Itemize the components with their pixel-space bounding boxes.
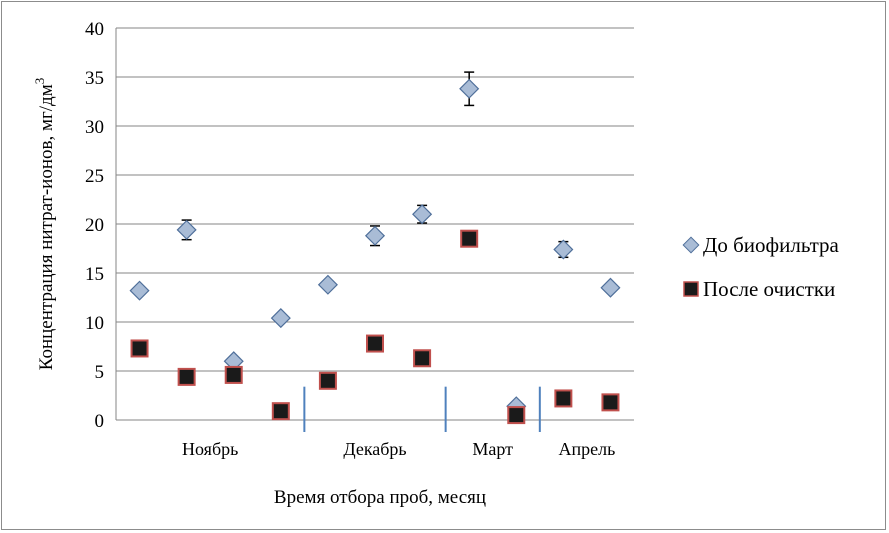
point-after-treatment (318, 371, 337, 390)
month-label: Апрель (559, 439, 616, 459)
y-tick-label: 35 (85, 68, 104, 89)
point-before-biofilter (412, 204, 433, 225)
month-label: Ноябрь (182, 439, 238, 459)
month-labels: Ноябрь Декабрь Март Апрель (182, 439, 615, 459)
series-before-biofilter (129, 78, 621, 417)
legend-marker-diamond (682, 236, 700, 254)
month-label: Декабрь (343, 439, 406, 459)
y-tick-label: 30 (85, 117, 104, 138)
y-axis-title-superscript: 3 (32, 78, 47, 85)
legend: До биофильтра После очистки (682, 233, 840, 301)
legend-label-before: До биофильтра (703, 233, 840, 257)
point-after-treatment (413, 349, 432, 368)
point-before-biofilter (129, 280, 150, 301)
point-after-treatment (224, 365, 243, 384)
y-axis-title-text: Концентрация нитрат-ионов, мг/дм (36, 84, 57, 370)
y-tick-label: 0 (95, 411, 105, 432)
point-before-biofilter (364, 225, 386, 246)
y-tick-label: 5 (95, 362, 105, 383)
point-after-treatment (601, 393, 620, 412)
legend-item-after: После очистки (683, 277, 835, 301)
legend-label-after: После очистки (703, 277, 835, 301)
y-tick-label: 25 (85, 166, 104, 187)
y-tick-labels: 0 5 10 15 20 25 30 35 40 (85, 19, 104, 432)
y-tick-label: 10 (85, 313, 104, 334)
y-tick-label: 15 (85, 264, 104, 285)
point-before-biofilter (223, 351, 244, 372)
legend-item-before: До биофильтра (682, 233, 840, 257)
series-after-treatment (130, 229, 620, 425)
legend-marker-square (683, 281, 699, 297)
point-after-treatment (271, 402, 290, 421)
point-after-treatment (554, 389, 573, 408)
point-after-treatment (177, 367, 196, 386)
point-before-biofilter (270, 308, 291, 329)
point-after-treatment (460, 229, 479, 248)
point-before-biofilter (317, 274, 338, 295)
gridlines (115, 27, 634, 421)
y-axis-title: Концентрация нитрат-ионов, мг/дм3 (32, 78, 57, 371)
point-before-biofilter (459, 78, 480, 99)
point-before-biofilter (553, 239, 574, 260)
month-label: Март (472, 439, 513, 459)
point-after-treatment (130, 339, 149, 358)
point-after-treatment (507, 406, 526, 425)
point-after-treatment (366, 334, 384, 353)
point-before-biofilter (600, 277, 621, 298)
point-before-biofilter (176, 219, 197, 240)
y-tick-label: 20 (85, 215, 104, 236)
y-tick-label: 40 (85, 19, 104, 40)
x-axis-title: Время отбора проб, месяц (274, 487, 486, 508)
month-separators (303, 386, 541, 432)
